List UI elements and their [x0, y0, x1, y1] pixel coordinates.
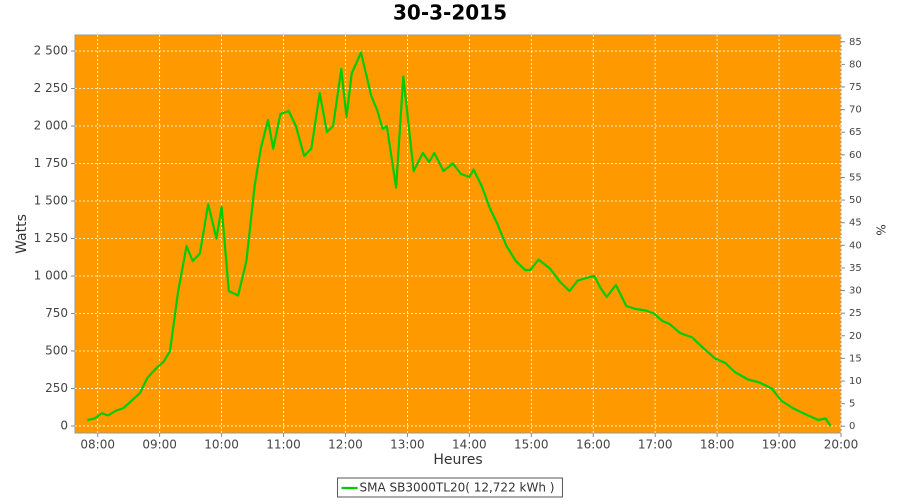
y-tick-label: 500: [45, 343, 68, 357]
y2-tick-label: 45: [849, 218, 862, 229]
y2-tick-label: 5: [849, 399, 855, 410]
x-tick-label: 20:00: [824, 438, 859, 452]
y-tick-label: 250: [45, 381, 68, 395]
y-tick-label: 1 000: [34, 268, 68, 282]
plot-area: [74, 34, 842, 434]
x-tick-label: 19:00: [762, 438, 797, 452]
x-tick-label: 13:00: [390, 438, 425, 452]
y2-tick-label: 15: [849, 353, 862, 364]
y-tick-label: 1 750: [34, 156, 68, 170]
y2-tick-label: 75: [849, 82, 862, 93]
y2-tick-label: 50: [849, 195, 862, 206]
y2-tick-label: 10: [849, 376, 862, 387]
y2-tick-label: 55: [849, 172, 862, 183]
chart-title: 30-3-2015: [393, 1, 507, 25]
y2-tick-label: 80: [849, 59, 862, 70]
legend-box: [337, 477, 563, 498]
y-tick-label: 2 000: [34, 119, 68, 133]
x-tick-label: 12:00: [328, 438, 363, 452]
x-tick-label: 08:00: [80, 438, 115, 452]
x-axis-label: Heures: [433, 452, 482, 468]
x-tick-label: 11:00: [266, 438, 301, 452]
x-tick-label: 18:00: [700, 438, 735, 452]
y2-tick-label: 20: [849, 331, 862, 342]
x-tick-label: 15:00: [514, 438, 549, 452]
y2-tick-label: 0: [849, 421, 855, 432]
y-tick-label: 1 250: [34, 231, 68, 245]
y2-tick-label: 25: [849, 308, 862, 319]
legend-label: SMA SB3000TL20( 12,722 kWh ): [360, 481, 555, 495]
x-tick-label: 09:00: [142, 438, 177, 452]
y-axis-label: Watts: [14, 214, 30, 254]
y2-tick-label: 85: [849, 37, 862, 48]
x-tick-label: 10:00: [204, 438, 239, 452]
data-line: [87, 51, 832, 427]
x-tick-label: 16:00: [576, 438, 611, 452]
y2-axis-label: %: [874, 224, 888, 235]
y-tick-label: 2 250: [34, 81, 68, 95]
y-tick-label: 750: [45, 306, 68, 320]
y-tick-label: 1 500: [34, 194, 68, 208]
y2-tick-label: 65: [849, 127, 862, 138]
y-tick-label: 2 500: [34, 44, 68, 58]
y2-tick-label: 40: [849, 240, 862, 251]
y2-tick-label: 60: [849, 150, 862, 161]
y-tick-label: 0: [60, 418, 68, 432]
y2-tick-label: 70: [849, 105, 862, 116]
y2-tick-label: 35: [849, 263, 862, 274]
x-tick-label: 17:00: [638, 438, 673, 452]
y2-tick-label: 30: [849, 286, 862, 297]
x-tick-label: 14:00: [452, 438, 487, 452]
